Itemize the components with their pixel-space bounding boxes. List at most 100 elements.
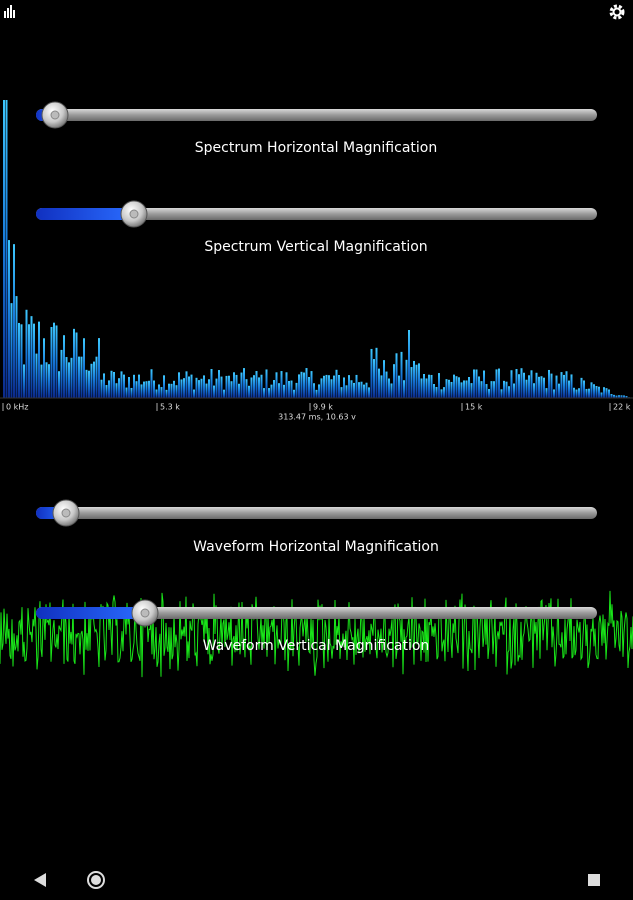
spectrum-bar	[178, 372, 180, 398]
spectrum-bar	[495, 369, 498, 398]
spectrum-bar	[308, 376, 310, 398]
slider[interactable]	[36, 101, 597, 129]
spectrum-bar	[590, 382, 593, 398]
spectrum-bar	[555, 375, 558, 398]
spectrum-bar	[3, 100, 5, 398]
spectrum-bar	[143, 381, 145, 398]
home-button[interactable]	[87, 871, 105, 889]
spectrum-bar	[183, 378, 185, 398]
spectrum-bar	[320, 378, 323, 398]
spectrum-bar	[343, 377, 345, 398]
spectrum-bar	[153, 380, 155, 398]
spectrum-bar	[40, 364, 43, 398]
slider-knob-center	[140, 608, 150, 618]
spectrum-bar	[18, 322, 20, 398]
spectrum-bar	[200, 378, 203, 398]
spectrum-bar	[355, 374, 358, 398]
spectrum-bar	[488, 389, 490, 398]
spectrum-bar	[408, 330, 410, 398]
settings-icon[interactable]	[609, 4, 625, 20]
spectrum-bar	[275, 372, 278, 398]
spectrum-bar	[50, 327, 53, 398]
spectrum-bar	[288, 381, 290, 398]
spectrum-bar	[563, 374, 565, 398]
spectrum-bar	[155, 389, 158, 398]
spectrum-bar	[58, 371, 60, 398]
spectrum-bar	[220, 376, 223, 398]
spectrum-bar	[73, 328, 75, 398]
spectrum-bar	[500, 389, 503, 398]
spectrum-bar	[360, 381, 363, 398]
spectrum-bar	[505, 381, 508, 398]
spectrum-bar	[385, 371, 388, 398]
spectrum-bar	[168, 383, 170, 398]
slider-label: Spectrum Horizontal Magnification	[195, 140, 437, 156]
spectrum-bar	[425, 378, 428, 398]
spectrum-bar	[550, 373, 553, 398]
spectrum-bar	[518, 374, 520, 398]
spectrum-bar	[428, 374, 430, 398]
waveform	[0, 590, 633, 678]
spectrum-bar	[523, 372, 525, 398]
spectrum-bar	[75, 332, 78, 398]
spectrum-bar	[28, 324, 30, 398]
spectrum-bar	[403, 380, 405, 398]
spectrum-bar	[510, 370, 513, 398]
spectrum-bar	[338, 374, 340, 398]
spectrum-bar	[378, 368, 380, 398]
spectrum-bar	[368, 387, 370, 398]
spectrum-bar	[365, 382, 368, 398]
spectrum-bar	[460, 382, 463, 398]
spectrum-bar	[133, 374, 135, 398]
slider[interactable]	[36, 599, 597, 627]
slider[interactable]	[36, 200, 597, 228]
spectrum-bar	[515, 369, 518, 398]
spectrum-bar	[95, 356, 98, 398]
spectrum-bar	[300, 371, 303, 398]
spectrum-bar	[175, 385, 178, 398]
spectrum-bar	[290, 380, 293, 398]
spectrum-bar	[80, 356, 83, 398]
spectrum-bar	[130, 387, 133, 398]
spectrum-bar	[448, 379, 450, 398]
slider[interactable]	[36, 499, 597, 527]
spectrum-bar	[213, 385, 215, 398]
spectrum-bar	[420, 378, 423, 398]
slider-track	[36, 109, 597, 121]
spectrum-bar	[533, 383, 535, 398]
back-button[interactable]	[34, 873, 46, 887]
spectrum-bar	[543, 377, 545, 398]
spectrum-bar	[218, 370, 220, 398]
spectrum-bar	[118, 378, 120, 398]
spectrum-bar	[160, 387, 163, 398]
spectrum-bar	[618, 395, 620, 398]
spectrum-bar	[103, 373, 105, 398]
spectrum-bar	[435, 387, 438, 398]
spectrum-bar	[233, 372, 235, 398]
readout: 313.47 ms, 10.63 v	[278, 413, 356, 422]
recents-button[interactable]	[588, 874, 600, 886]
spectrum-bar	[445, 379, 448, 398]
spectrum-bar	[245, 379, 248, 398]
spectrum-bar	[15, 296, 18, 398]
spectrum-bar	[248, 385, 250, 398]
axis-label: 0 kHz	[6, 403, 28, 412]
spectrum-bar	[255, 371, 258, 398]
spectrum-bar	[400, 351, 403, 398]
spectrum-bar	[350, 380, 353, 398]
spectrum-bar	[613, 394, 615, 398]
spectrum-bar	[273, 380, 275, 398]
spectrum-bar	[608, 389, 610, 398]
home-dot	[91, 875, 101, 885]
spectrum-bar	[490, 381, 493, 398]
spectrum-bar	[270, 384, 273, 398]
spectrum-bar	[433, 384, 435, 398]
spectrum-bar	[485, 384, 488, 398]
spectrum-bar	[105, 385, 108, 398]
spectrum-bar	[585, 388, 588, 398]
slider-label: Spectrum Vertical Magnification	[204, 239, 427, 255]
spectrum-bar	[128, 377, 130, 398]
stats-icon[interactable]	[4, 5, 15, 18]
spectrum-bar	[375, 347, 378, 398]
spectrum-bar	[530, 370, 533, 398]
